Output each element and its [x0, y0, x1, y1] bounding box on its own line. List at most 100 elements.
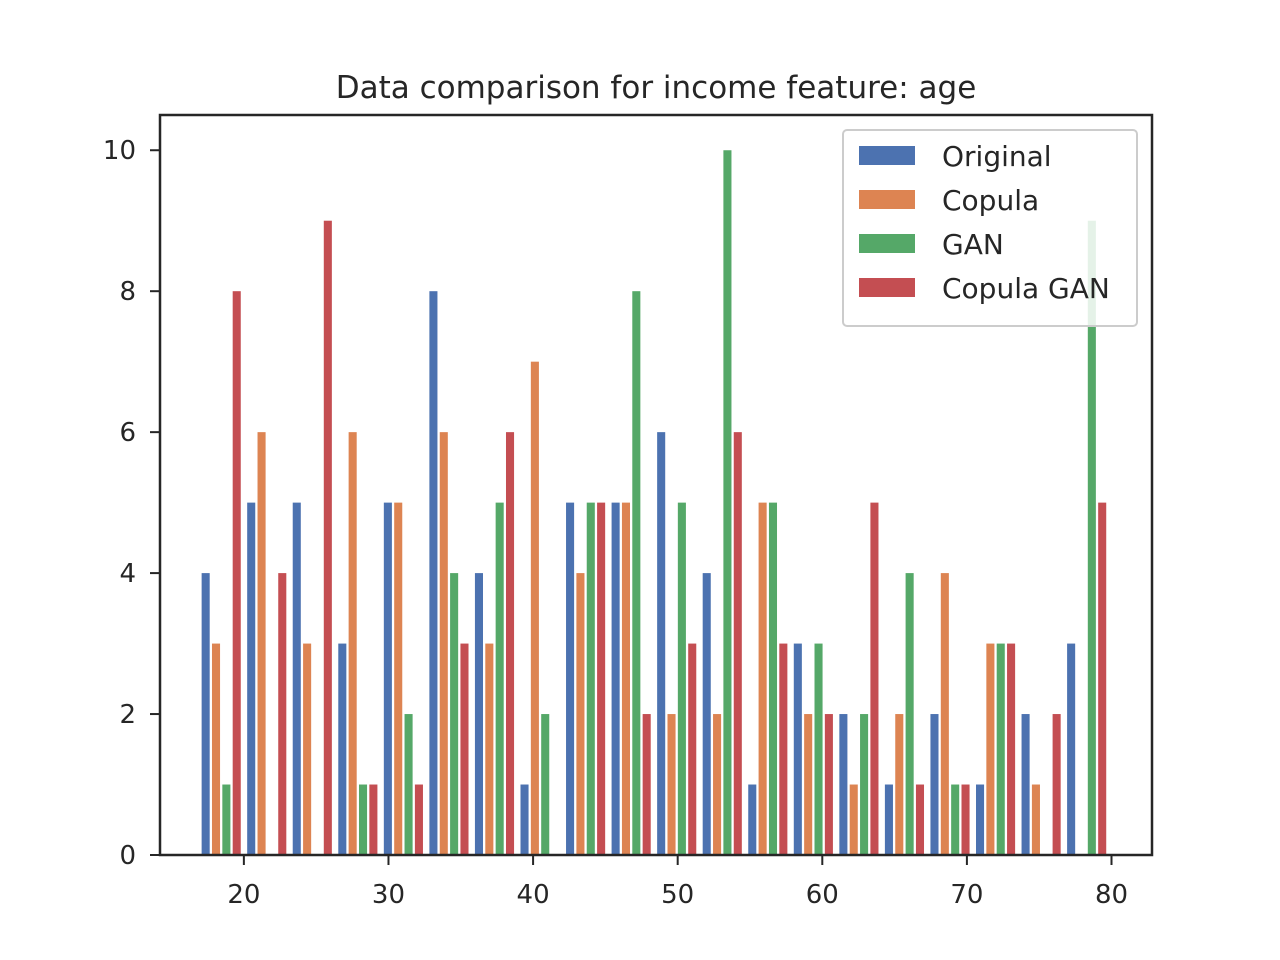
bar-copula-gan-17: [1007, 643, 1016, 855]
bar-original-10: [657, 432, 666, 855]
bar-gan-6: [495, 502, 504, 855]
y-tick-label: 10: [103, 136, 136, 166]
bar-copula-gan-5: [460, 643, 469, 855]
bar-gan-5: [450, 573, 459, 855]
bar-original-11: [702, 573, 711, 855]
bar-copula-11: [713, 714, 722, 855]
bar-copula-gan-1: [278, 573, 287, 855]
bar-copula-6: [485, 643, 494, 855]
legend-box: [842, 129, 1138, 327]
bar-original-6: [474, 573, 483, 855]
bar-original-14: [839, 714, 848, 855]
bar-copula-gan-0: [232, 291, 241, 855]
bar-gan-8: [586, 502, 595, 855]
y-axis: 0 2 4 6 8 10: [103, 136, 160, 871]
bar-gan-0: [222, 784, 231, 855]
bar-copula-8: [576, 573, 585, 855]
bar-original-19: [1067, 643, 1076, 855]
bar-copula-gan-16: [961, 784, 970, 855]
bar-gan-14: [860, 714, 869, 855]
bar-gan-9: [632, 291, 641, 855]
y-tick-label: 8: [119, 277, 136, 307]
bar-original-12: [748, 784, 757, 855]
bar-copula-gan-18: [1052, 714, 1061, 855]
bar-copula-gan-2: [323, 220, 332, 855]
x-tick-label: 70: [950, 880, 983, 910]
bar-copula-gan-6: [505, 432, 515, 855]
bar-copula-18: [1031, 784, 1040, 855]
bar-original-17: [976, 784, 985, 855]
bar-original-3: [338, 643, 347, 855]
x-tick-label: 80: [1095, 880, 1128, 910]
bar-original-4: [383, 502, 392, 855]
bar-gan-11: [723, 150, 732, 856]
legend-swatch-copula-gan: [859, 278, 915, 297]
bar-copula-gan-11: [733, 432, 742, 855]
bars-group: [201, 150, 1107, 856]
bar-gan-13: [814, 643, 823, 855]
bar-original-13: [793, 643, 802, 855]
bar-copula-7: [530, 361, 539, 855]
bar-copula-gan-4: [414, 784, 423, 855]
bar-copula-gan-10: [688, 643, 697, 855]
bar-copula-5: [439, 432, 448, 855]
y-tick-label: 2: [119, 700, 136, 730]
legend-label-original: Original: [942, 140, 1052, 173]
bar-original-8: [566, 502, 575, 855]
bar-copula-4: [394, 502, 403, 855]
y-tick-label: 6: [119, 418, 136, 448]
legend-label-copula: Copula: [942, 184, 1039, 217]
bar-gan-3: [358, 784, 368, 855]
bar-copula-9: [621, 502, 631, 855]
chart-title: Data comparison for income feature: age: [336, 70, 977, 106]
bar-copula-13: [804, 714, 813, 855]
bar-gan-17: [996, 643, 1005, 855]
bar-gan-10: [677, 502, 686, 855]
bar-gan-19: [1087, 220, 1096, 855]
legend: Original Copula GAN Copula GAN: [842, 129, 1138, 327]
x-tick-label: 60: [806, 880, 839, 910]
y-tick-label: 0: [119, 841, 136, 871]
bar-copula-gan-12: [779, 643, 788, 855]
bar-copula-12: [758, 502, 767, 855]
bar-copula-gan-19: [1098, 502, 1107, 855]
bar-copula-10: [667, 714, 676, 855]
legend-swatch-copula: [859, 190, 915, 209]
bar-copula-16: [940, 573, 949, 855]
bar-original-1: [247, 502, 256, 855]
bar-original-7: [520, 784, 529, 855]
bar-original-2: [292, 502, 301, 855]
bar-copula-1: [257, 432, 266, 855]
bar-copula-3: [348, 432, 357, 855]
legend-label-copula-gan: Copula GAN: [942, 272, 1110, 305]
bar-original-5: [429, 291, 438, 855]
bar-gan-16: [951, 784, 960, 855]
bar-gan-12: [768, 502, 778, 855]
x-axis: 20 30 40 50 60 70 80: [227, 855, 1128, 910]
axes-frame: [158, 113, 1154, 857]
bar-copula-14: [849, 784, 858, 855]
bar-copula-17: [986, 643, 995, 855]
bar-gan-4: [404, 714, 413, 855]
legend-label-gan: GAN: [942, 228, 1004, 261]
bar-copula-gan-15: [915, 784, 925, 855]
bar-copula-gan-8: [597, 502, 606, 855]
bar-copula-gan-9: [642, 714, 651, 855]
bar-original-15: [884, 784, 893, 855]
bar-copula-15: [895, 714, 904, 855]
bar-gan-7: [541, 714, 550, 855]
bar-gan-15: [905, 573, 914, 855]
x-tick-label: 40: [517, 880, 550, 910]
bar-original-9: [611, 502, 620, 855]
x-tick-label: 20: [227, 880, 260, 910]
bar-original-18: [1021, 714, 1030, 855]
x-tick-label: 30: [372, 880, 405, 910]
bar-original-0: [201, 573, 210, 855]
legend-swatch-original: [859, 146, 915, 165]
bar-copula-gan-3: [369, 784, 378, 855]
bar-copula-gan-13: [824, 714, 833, 855]
bar-copula-0: [211, 643, 221, 855]
legend-swatch-gan: [859, 234, 915, 253]
x-tick-label: 50: [661, 880, 694, 910]
